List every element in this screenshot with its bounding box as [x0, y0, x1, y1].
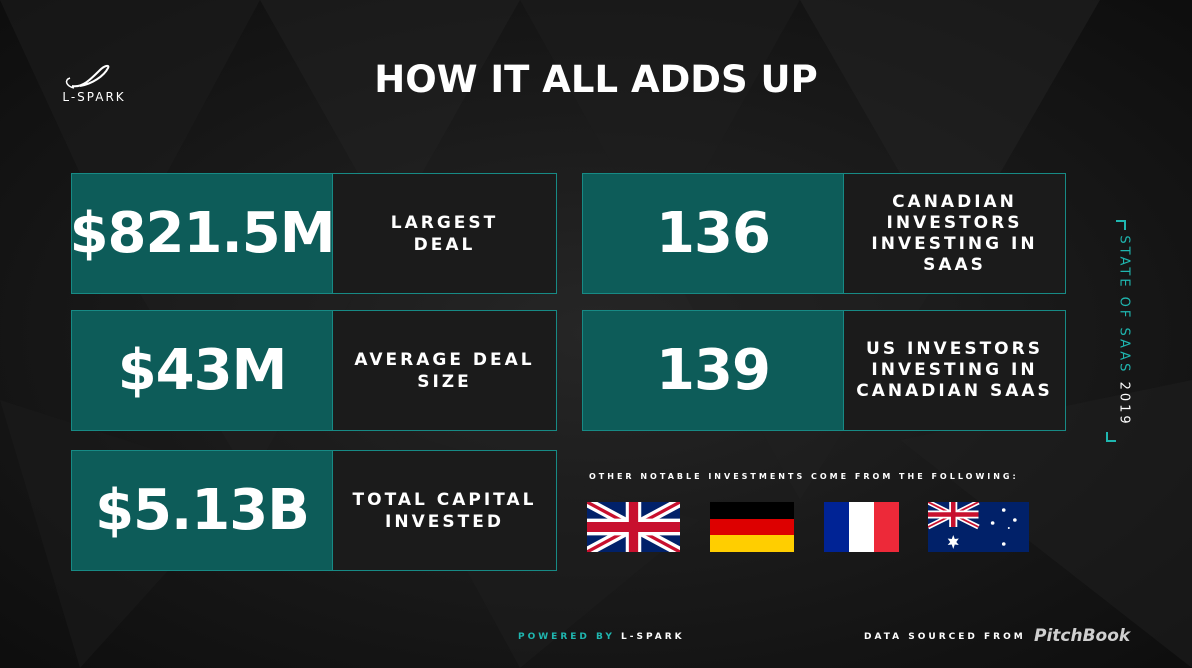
page-title: HOW IT ALL ADDS UP [374, 58, 818, 101]
pitchbook-text: PitchBook [1034, 626, 1131, 646]
stat-value: 136 [582, 173, 844, 294]
stat-us-investors: 139 US INVESTORS INVESTING IN CANADIAN S… [582, 310, 1066, 431]
stat-value: 139 [582, 310, 844, 431]
stat-value: $5.13B [71, 450, 333, 571]
data-sourced-from: DATA SOURCED FROM [864, 632, 1026, 642]
logo-text: L-SPARK [62, 90, 126, 104]
powered-by: POWERED BY L-SPARK [518, 632, 685, 642]
spark-swoosh-icon [65, 64, 110, 89]
stat-value: $43M [71, 310, 333, 431]
stat-average-deal-size: $43M AVERAGE DEAL SIZE [71, 310, 557, 431]
stat-total-capital: $5.13B TOTAL CAPITAL INVESTED [71, 450, 557, 571]
australia-flag-icon [928, 502, 1029, 552]
powered-by-text: POWERED BY [518, 632, 615, 642]
germany-flag-icon [710, 502, 794, 552]
side-label-text: STATE OF SAAS 2019 [1116, 235, 1132, 427]
stat-label: TOTAL CAPITAL INVESTED [333, 450, 557, 571]
side-label: STATE OF SAAS 2019 [1106, 220, 1136, 442]
bracket-bottom [1106, 432, 1116, 442]
france-flag-icon [824, 502, 899, 552]
stat-label: LARGEST DEAL [333, 173, 557, 294]
bracket-top [1116, 220, 1126, 230]
stat-label: AVERAGE DEAL SIZE [333, 310, 557, 431]
stat-largest-deal: $821.5M LARGEST DEAL [70, 173, 557, 294]
other-investments-label: OTHER NOTABLE INVESTMENTS COME FROM THE … [589, 472, 1019, 481]
powered-by-brand: L-SPARK [621, 632, 685, 642]
stat-canadian-investors: 136 CANADIAN INVESTORS INVESTING IN SAAS [582, 173, 1066, 294]
pitchbook-logo: PitchBook [1034, 626, 1130, 646]
side-label-year: 2019 [1116, 381, 1132, 427]
stat-value: $821.5M [70, 173, 335, 294]
stat-label: CANADIAN INVESTORS INVESTING IN SAAS [844, 173, 1066, 294]
united-kingdom-flag-icon [587, 502, 680, 552]
stat-label: US INVESTORS INVESTING IN CANADIAN SAAS [844, 310, 1066, 431]
l-spark-logo: L-SPARK [44, 58, 144, 108]
